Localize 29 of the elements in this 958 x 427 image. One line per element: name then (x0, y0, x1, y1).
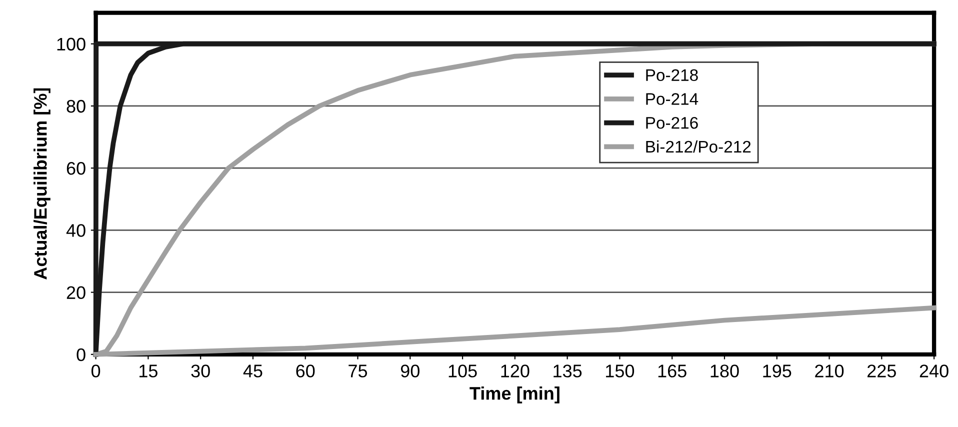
x-tick-label: 90 (400, 364, 420, 378)
x-tick-label: 210 (815, 364, 844, 378)
y-tick-label: 100 (57, 38, 86, 51)
y-tick-label: 20 (66, 286, 86, 300)
x-tick-label: 0 (91, 364, 100, 378)
y-tick-label: 80 (66, 100, 86, 113)
x-tick-label: 45 (243, 364, 262, 378)
x-tick-label: 60 (296, 364, 315, 378)
legend-label: Po-216 (646, 116, 698, 129)
x-axis-title: Time [min] (470, 386, 560, 404)
x-tick-label: 105 (448, 364, 477, 378)
x-tick-label: 135 (554, 364, 582, 378)
x-tick-label: 30 (191, 364, 210, 378)
legend-label: Po-218 (646, 69, 698, 82)
y-tick-label: 60 (66, 162, 86, 175)
y-tick-label: 0 (76, 348, 86, 362)
y-tick-label: 40 (66, 224, 86, 237)
x-tick-label: 150 (606, 364, 634, 378)
legend-label: Po-214 (646, 93, 698, 105)
x-tick-label: 180 (710, 364, 739, 378)
x-tick-label: 195 (763, 364, 792, 378)
x-tick-label: 75 (348, 364, 368, 378)
x-tick-label: 225 (868, 364, 896, 378)
legend-label: Bi-212/Po-212 (646, 140, 751, 153)
x-tick-label: 120 (501, 364, 530, 378)
x-tick-label: 165 (658, 364, 686, 378)
y-axis-title: Actual/Equilibrium [%] (34, 88, 50, 280)
x-tick-label: 240 (920, 364, 948, 378)
x-tick-label: 15 (140, 364, 158, 378)
